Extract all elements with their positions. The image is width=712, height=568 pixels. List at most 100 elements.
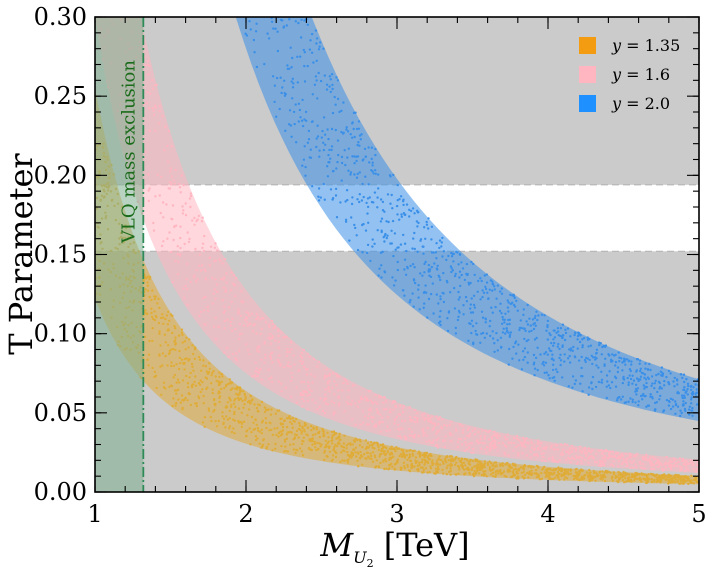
scatter-point	[488, 466, 492, 469]
scatter-point	[509, 475, 513, 479]
scatter-point	[173, 182, 176, 185]
scatter-point	[458, 423, 461, 426]
scatter-point	[242, 406, 245, 409]
scatter-point	[514, 467, 517, 471]
scatter-point	[580, 355, 583, 359]
scatter-point	[532, 448, 536, 451]
scatter-point	[500, 287, 503, 290]
scatter-point	[533, 374, 536, 377]
scatter-point	[396, 260, 399, 264]
scatter-point	[671, 398, 674, 401]
scatter-point	[218, 375, 221, 379]
scatter-point	[364, 229, 368, 232]
scatter-point	[300, 362, 304, 365]
scatter-point	[634, 401, 637, 404]
scatter-point	[231, 387, 234, 390]
scatter-point	[394, 248, 397, 251]
scatter-point	[694, 383, 697, 386]
scatter-point	[189, 280, 192, 284]
scatter-point	[306, 352, 309, 355]
scatter-point	[245, 34, 249, 37]
scatter-point	[595, 351, 598, 355]
scatter-point	[485, 475, 488, 478]
scatter-point	[305, 373, 309, 376]
scatter-point	[359, 423, 362, 426]
scatter-point	[286, 350, 289, 354]
scatter-point	[355, 455, 358, 458]
scatter-point	[301, 397, 304, 401]
scatter-point	[473, 469, 476, 472]
scatter-point	[605, 471, 609, 474]
scatter-point	[322, 182, 325, 186]
scatter-point	[317, 195, 320, 198]
scatter-point	[565, 458, 568, 462]
scatter-point	[460, 464, 464, 467]
scatter-point	[679, 477, 682, 481]
scatter-point	[427, 227, 430, 230]
scatter-point	[366, 205, 370, 209]
scatter-point	[188, 197, 192, 200]
scatter-point	[331, 442, 334, 445]
scatter-point	[621, 381, 624, 385]
scatter-point	[466, 428, 469, 432]
scatter-point	[506, 323, 509, 326]
scatter-point	[331, 83, 334, 87]
scatter-point	[206, 372, 210, 376]
scatter-point	[363, 415, 367, 418]
scatter-point	[174, 348, 177, 352]
scatter-point	[147, 364, 150, 367]
scatter-point	[369, 452, 372, 455]
scatter-point	[358, 144, 361, 147]
scatter-point	[223, 351, 226, 354]
scatter-point	[275, 433, 278, 437]
scatter-point	[353, 402, 357, 405]
scatter-point	[648, 458, 651, 461]
scatter-point	[306, 141, 310, 144]
scatter-point	[220, 278, 223, 281]
scatter-point	[512, 449, 515, 452]
scatter-point	[289, 443, 292, 446]
scatter-point	[563, 360, 566, 363]
scatter-point	[543, 471, 546, 474]
scatter-point	[166, 144, 169, 148]
scatter-point	[532, 363, 535, 366]
scatter-point	[614, 364, 617, 367]
scatter-point	[683, 396, 687, 399]
scatter-point	[545, 371, 548, 374]
scatter-point	[250, 375, 254, 378]
scatter-point	[148, 275, 152, 279]
scatter-point	[313, 440, 316, 444]
scatter-point	[264, 421, 268, 425]
scatter-point	[508, 347, 511, 351]
scatter-point	[350, 202, 354, 206]
scatter-point	[376, 206, 379, 209]
scatter-point	[283, 450, 286, 453]
scatter-point	[409, 449, 412, 452]
scatter-point	[598, 464, 601, 467]
scatter-point	[161, 364, 164, 367]
scatter-point	[413, 420, 416, 424]
scatter-point	[328, 372, 331, 376]
scatter-point	[367, 389, 370, 393]
scatter-point	[356, 198, 359, 201]
scatter-point	[185, 278, 188, 281]
y-tick-label: 0.05	[34, 399, 87, 427]
scatter-point	[152, 229, 156, 232]
scatter-point	[691, 464, 694, 467]
scatter-point	[198, 253, 201, 256]
scatter-point	[651, 462, 654, 466]
scatter-point	[358, 444, 361, 447]
scatter-point	[330, 436, 334, 439]
scatter-point	[385, 460, 388, 463]
scatter-point	[308, 355, 311, 358]
scatter-point	[525, 320, 528, 323]
scatter-point	[435, 257, 438, 260]
scatter-point	[568, 361, 572, 364]
scatter-point	[353, 162, 356, 165]
scatter-point	[447, 459, 450, 462]
scatter-point	[270, 20, 274, 23]
scatter-point	[661, 371, 664, 375]
scatter-point	[230, 300, 233, 304]
scatter-point	[371, 161, 374, 164]
scatter-point	[351, 443, 354, 446]
